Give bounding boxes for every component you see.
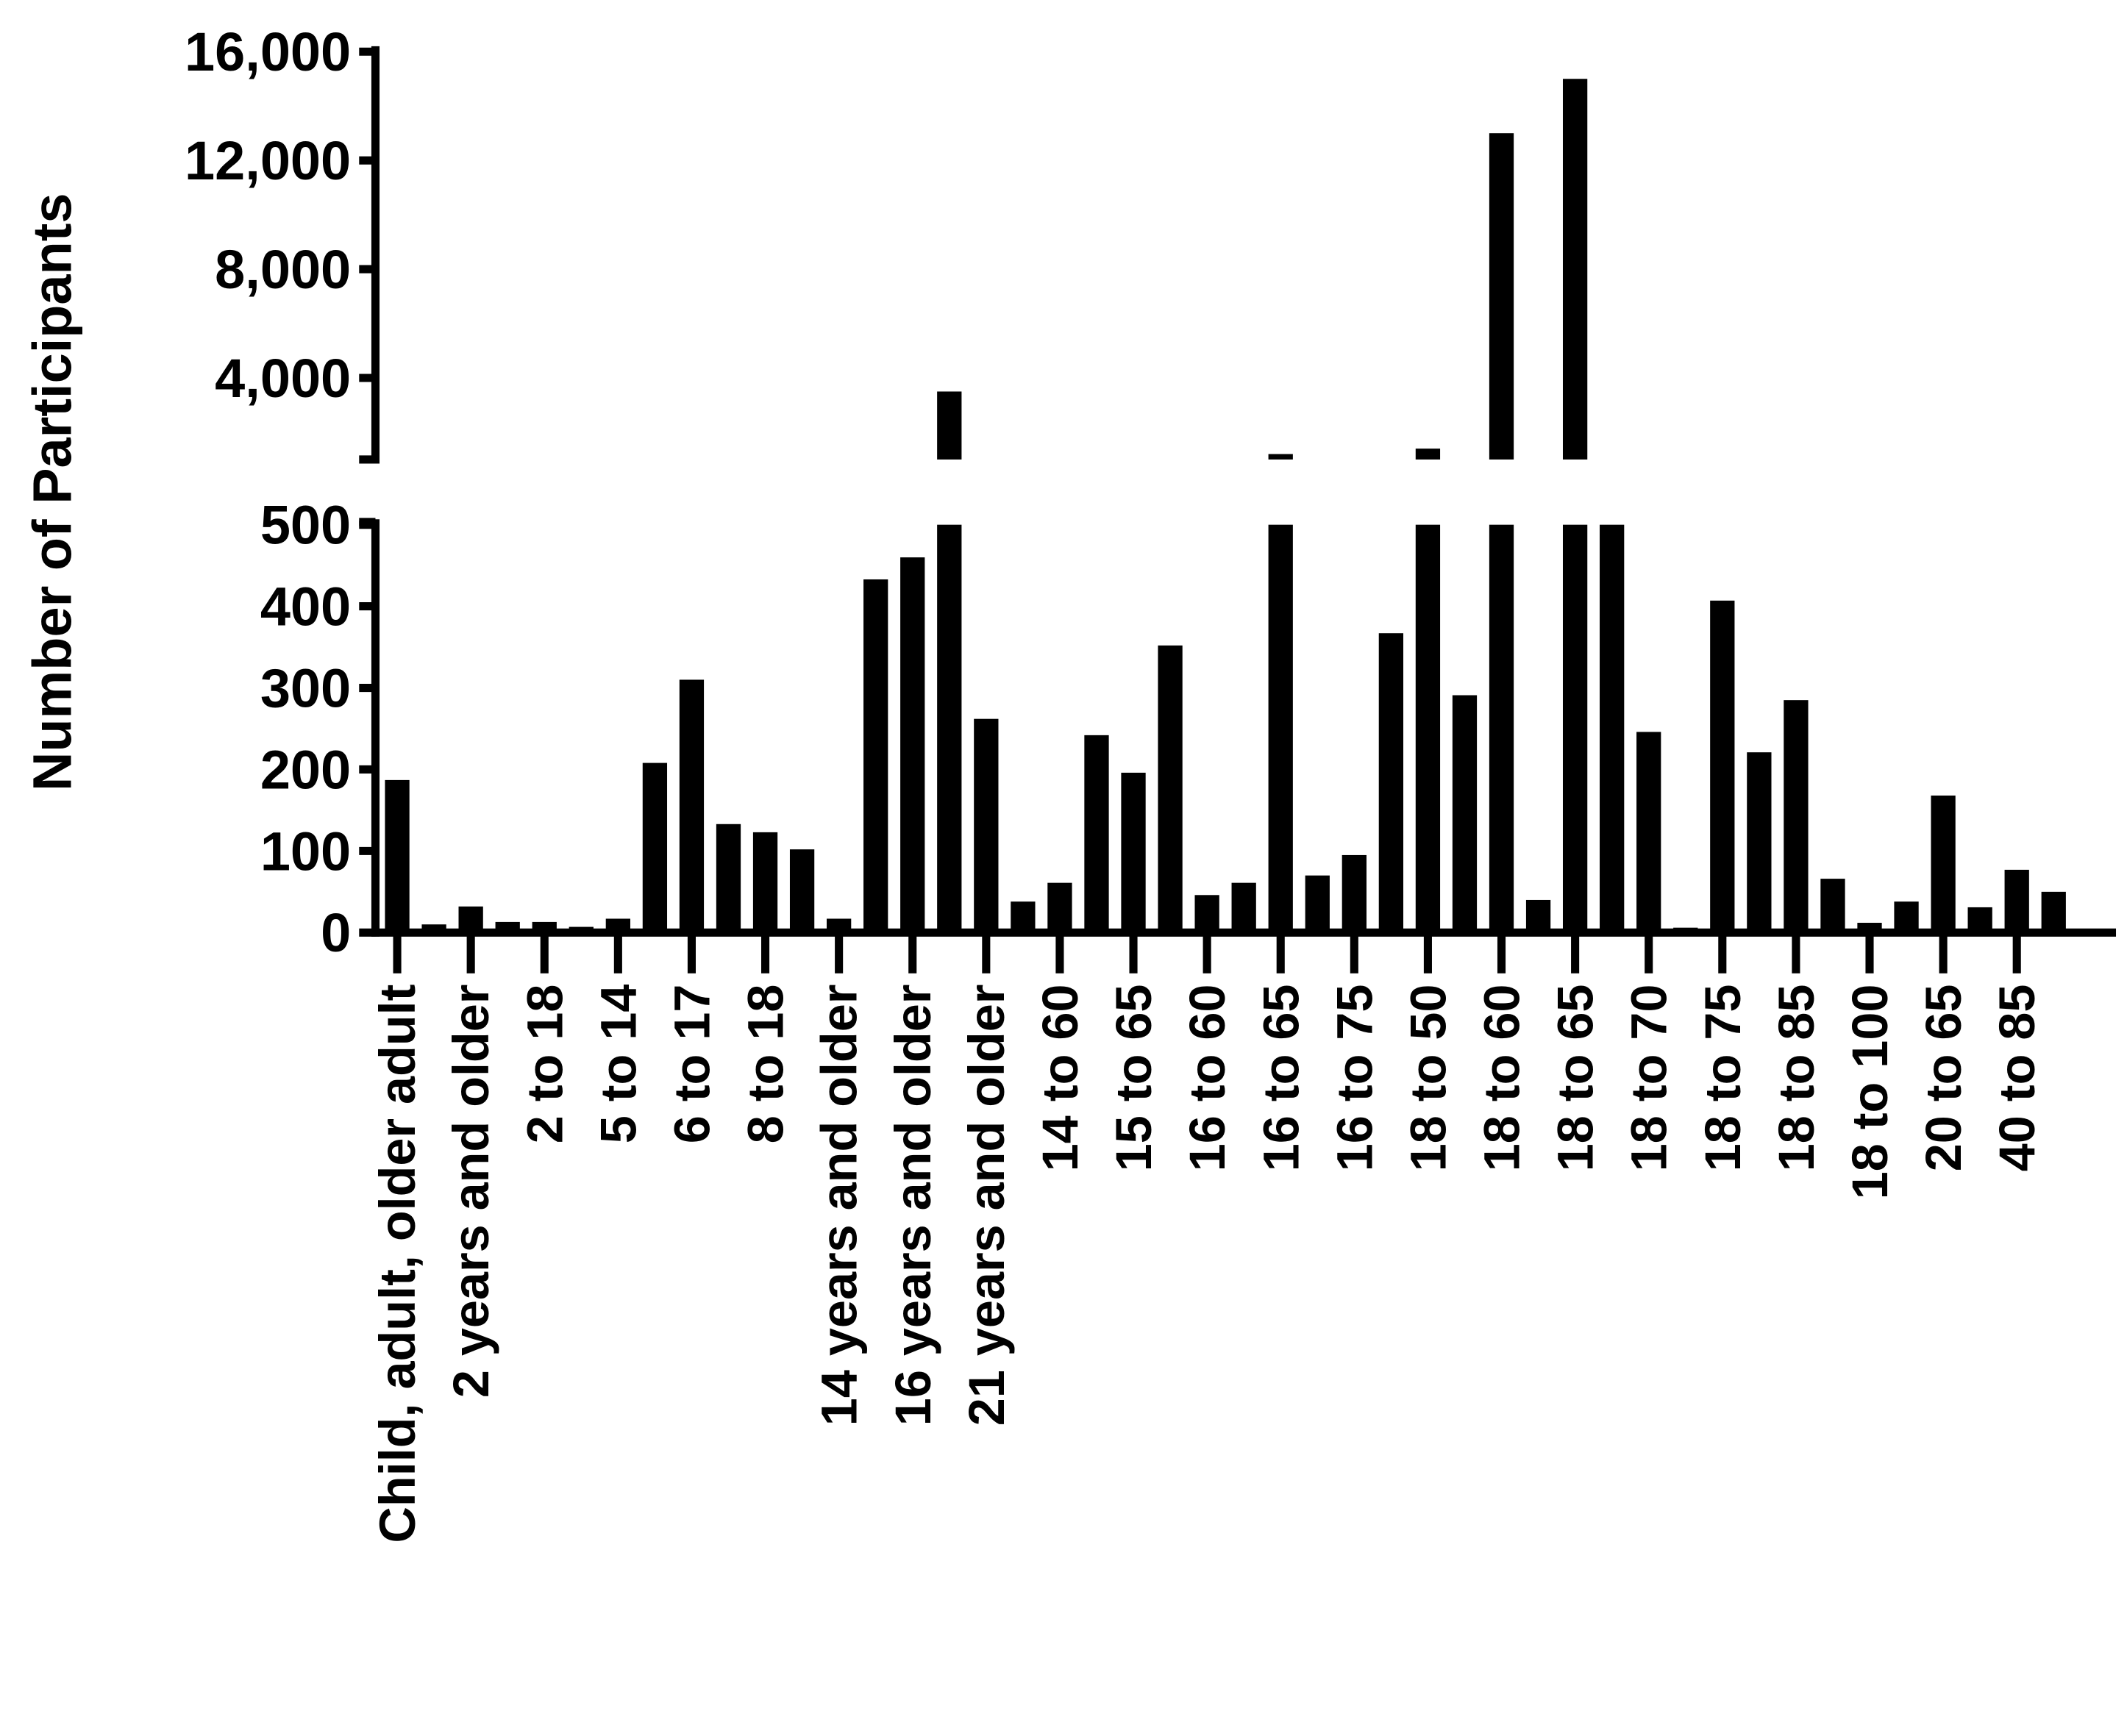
y-tick-label: 16,000	[185, 21, 351, 82]
bar	[1378, 633, 1404, 933]
bar	[1084, 735, 1109, 933]
bar	[1747, 752, 1772, 933]
x-tick-label: 16 to 60	[1180, 985, 1236, 1172]
bar	[1194, 895, 1219, 933]
bar	[1673, 927, 1698, 933]
bar	[1231, 882, 1256, 933]
bar	[1600, 524, 1625, 933]
bar	[863, 579, 888, 933]
x-tick-label: 16 to 75	[1327, 985, 1383, 1172]
bar	[385, 779, 410, 933]
x-tick-label: 6 to 17	[664, 985, 720, 1144]
x-tick-label: 18 to 70	[1622, 985, 1678, 1172]
bar	[1047, 882, 1072, 933]
bar	[569, 926, 594, 933]
bar	[1011, 901, 1036, 933]
bar	[679, 679, 705, 933]
y-tick-label: 200	[260, 739, 351, 800]
bar	[1931, 795, 1956, 933]
bar	[2004, 869, 2029, 933]
x-tick-label: 2 years and older	[443, 985, 499, 1399]
x-tick-label: 14 years and older	[812, 985, 868, 1426]
bar	[1967, 907, 1992, 933]
bar	[789, 849, 815, 933]
y-tick-label: 4,000	[215, 348, 351, 409]
bar	[1820, 879, 1845, 933]
bar	[974, 718, 999, 933]
x-tick-label: 16 years and older	[886, 985, 941, 1426]
bar	[1268, 524, 1293, 933]
bar	[900, 557, 925, 933]
y-tick-label: 8,000	[215, 239, 351, 300]
bar	[642, 762, 668, 933]
bar	[1784, 700, 1809, 933]
y-axis-label: Number of Participants	[21, 193, 82, 791]
bar	[1489, 524, 1514, 933]
x-tick-label: 18 to 75	[1695, 985, 1751, 1172]
bar	[1710, 600, 1735, 933]
y-tick-label: 0	[321, 902, 351, 963]
bar	[1857, 923, 1882, 933]
bar	[532, 921, 557, 933]
bar-upper	[1562, 79, 1588, 460]
bar	[716, 824, 741, 933]
x-tick-label: 18 to 60	[1475, 985, 1531, 1172]
bar-upper	[1268, 454, 1293, 460]
y-tick-label: 400	[260, 576, 351, 637]
bar	[1121, 772, 1146, 933]
bar	[421, 924, 446, 933]
bar	[1894, 901, 1919, 933]
bar	[1562, 524, 1588, 933]
bar	[495, 921, 520, 933]
bar	[1158, 645, 1183, 933]
bar	[1636, 732, 1661, 933]
bar-upper	[937, 391, 962, 460]
y-tick-label: 12,000	[185, 130, 351, 191]
x-tick-label: 18 to 100	[1842, 985, 1898, 1200]
bar-upper	[1415, 449, 1441, 460]
bar	[827, 918, 852, 933]
bar	[752, 832, 778, 933]
x-tick-label: 14 to 60	[1033, 985, 1089, 1172]
x-tick-label: Child, adult, older adult	[370, 985, 426, 1543]
x-tick-label: 5 to 14	[591, 985, 646, 1144]
bar-upper	[1489, 133, 1514, 460]
bar	[1415, 524, 1441, 933]
bar	[1525, 899, 1551, 933]
x-tick-label: 15 to 65	[1106, 985, 1162, 1172]
x-tick-label: 20 to 65	[1916, 985, 1972, 1172]
bar	[1452, 695, 1478, 933]
x-tick-label: 40 to 85	[1989, 985, 2045, 1172]
bar	[458, 906, 483, 933]
y-tick-label: 500	[260, 495, 351, 556]
x-tick-label: 21 years and older	[959, 985, 1015, 1426]
bar	[1342, 854, 1367, 933]
x-tick-label: 2 to 18	[517, 985, 573, 1144]
x-tick-label: 18 to 85	[1769, 985, 1825, 1172]
bar	[937, 524, 962, 933]
x-tick-label: 8 to 18	[738, 985, 794, 1144]
y-tick-label: 300	[260, 657, 351, 718]
bar	[2041, 891, 2066, 933]
x-tick-label: 16 to 65	[1253, 985, 1309, 1172]
x-tick-label: 18 to 50	[1400, 985, 1456, 1172]
bar	[605, 918, 630, 933]
y-tick-label: 100	[260, 821, 351, 882]
x-tick-label: 18 to 65	[1548, 985, 1604, 1172]
bar	[1305, 875, 1330, 933]
